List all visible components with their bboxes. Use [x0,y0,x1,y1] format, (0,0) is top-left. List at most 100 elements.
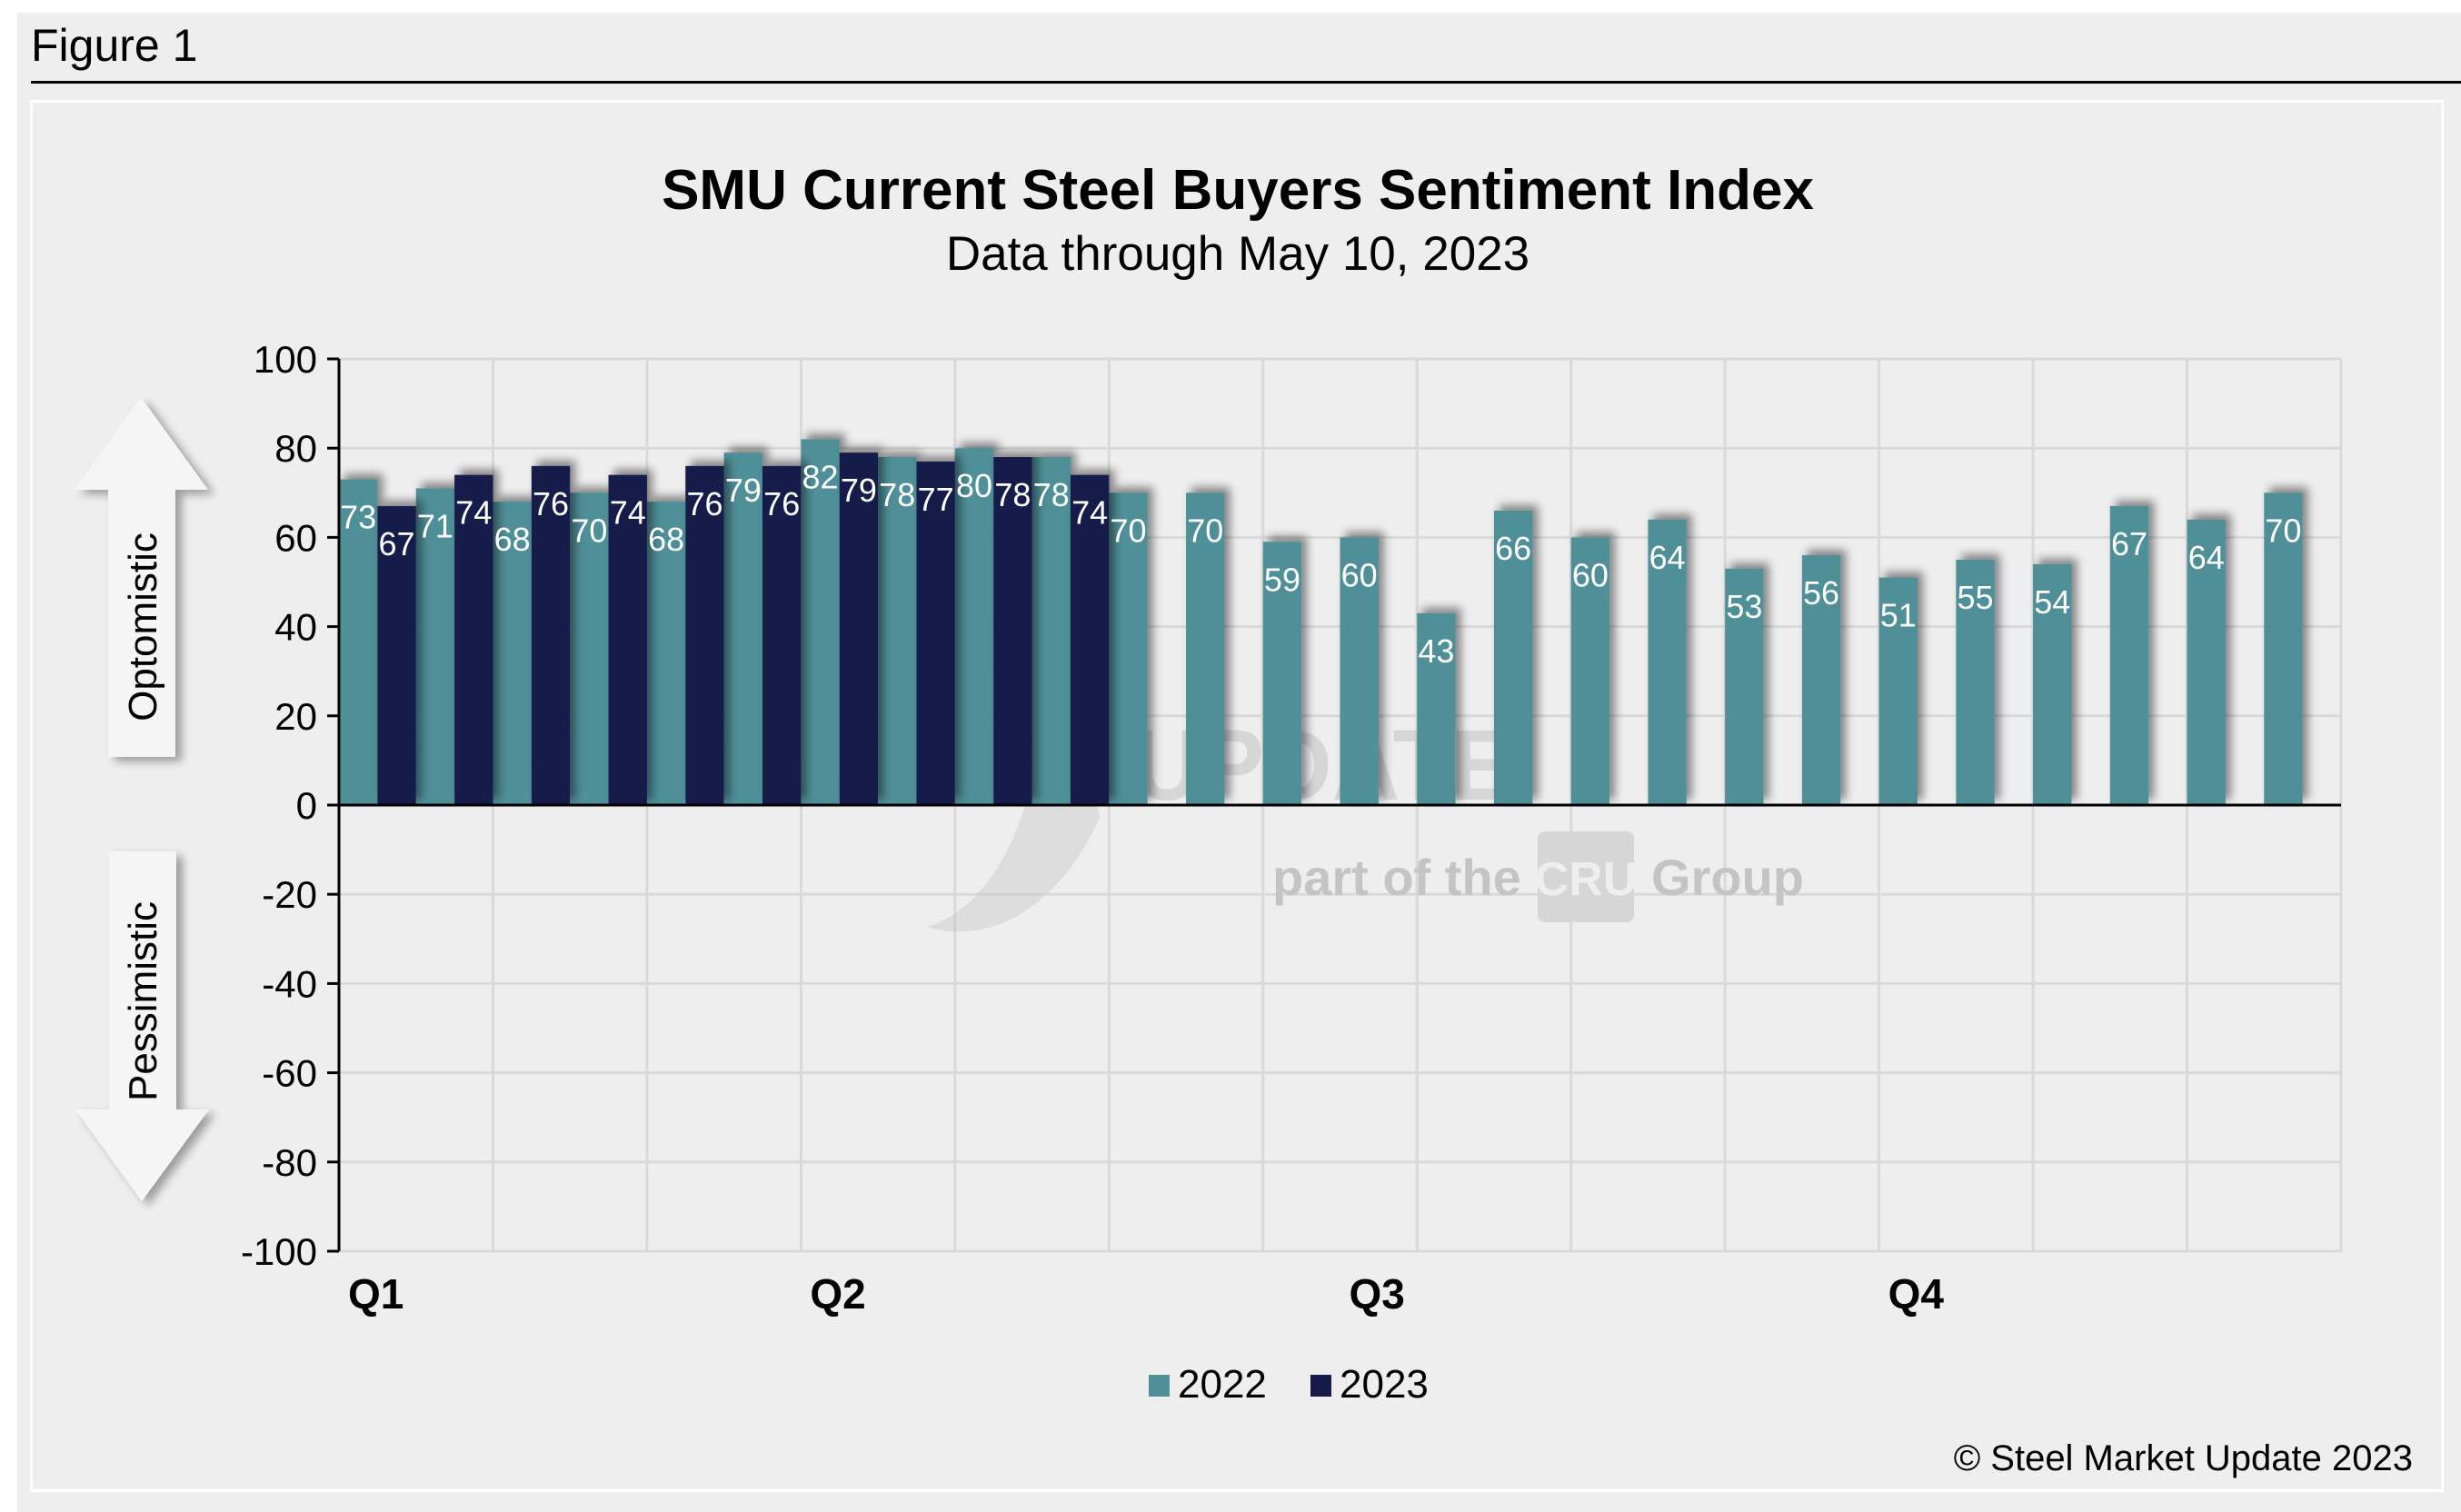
bar-label-2022-17: 60 [1572,556,1609,593]
cru-logo-box [1538,831,1634,922]
y-tick-label: 0 [296,784,317,827]
bar-2023-6 [762,465,802,805]
bar-label-2022-6: 79 [725,472,762,509]
legend: 2022 2023 [1149,1362,1429,1407]
bar-2022-2 [415,488,455,805]
bar-2023-1 [377,506,416,805]
copyright: © Steel Market Update 2023 [1954,1438,2413,1478]
y-tick-label: 40 [274,606,317,649]
optimistic-label: Optomistic [121,532,165,721]
bar-label-2022-19: 53 [1726,588,1762,625]
watermark-tagline-post: Group [1651,849,1804,906]
bar-2022-5 [646,502,686,805]
header-divider [31,81,2461,84]
bar-label-2022-7: 82 [802,458,839,495]
quarter-label-q3: Q3 [1350,1270,1405,1318]
bar-2022-8 [878,457,917,805]
bar-2022-23 [2033,563,2072,805]
bar-label-2022-5: 68 [648,521,684,558]
bar-label-2023-10: 74 [1071,494,1108,532]
y-tick-label: 80 [274,427,317,470]
bar-2022-15 [1417,612,1456,805]
bar-2023-5 [685,465,724,805]
bar-2022-20 [1801,555,1841,805]
bar-label-2023-9: 78 [994,476,1031,513]
bar-label-2022-24: 67 [2111,525,2147,562]
y-tick-label: -80 [262,1141,317,1184]
y-axis-ticks: 100 80 60 40 20 0 -20 -40 -60 -80 -100 [241,338,339,1273]
quarter-label-q2: Q2 [810,1270,865,1318]
bar-label-2022-14: 60 [1341,556,1378,593]
bar-2022-14 [1340,537,1379,805]
figure-label: Figure 1 [31,20,198,71]
chart-title: SMU Current Steel Buyers Sentiment Index [662,159,1814,222]
bar-2022-17 [1570,537,1610,805]
quarter-labels: Q1 Q2 Q3 Q4 [348,1270,1944,1318]
bar-2022-26 [2264,492,2303,805]
bar-2022-4 [570,492,609,805]
quarter-label-q1: Q1 [348,1270,404,1318]
chart-subtitle: Data through May 10, 2023 [946,227,1529,281]
bar-label-2023-5: 76 [686,485,722,522]
bar-label-2022-13: 59 [1264,561,1300,598]
bar-label-2022-15: 43 [1418,632,1454,670]
optimistic-arrow: Optomistic [75,397,208,757]
bar-label-2022-16: 66 [1495,530,1531,567]
bar-2022-12 [1186,492,1225,805]
bar-2022-18 [1648,519,1687,805]
bar-2022-21 [1878,577,1918,805]
bar-label-2022-11: 70 [1110,512,1146,549]
legend-label-2022: 2022 [1178,1362,1267,1407]
bar-label-2022-3: 68 [494,521,531,558]
bar-2023-7 [839,453,879,805]
bar-2023-3 [531,465,571,805]
bar-2022-11 [1109,492,1148,805]
watermark-tagline-pre: part of the [1272,849,1521,906]
y-tick-label: -40 [262,962,317,1005]
bar-label-2022-8: 78 [879,476,915,513]
pessimistic-arrow: Pessimistic [75,851,209,1201]
bar-label-2022-20: 56 [1803,574,1839,612]
quarter-label-q4: Q4 [1888,1270,1945,1318]
bar-2023-9 [993,457,1032,805]
bar-label-2022-26: 70 [2265,512,2301,549]
bar-label-2022-2: 71 [417,507,453,544]
bar-label-2023-1: 67 [379,525,415,562]
bar-2022-13 [1262,542,1302,805]
bars [339,439,2303,805]
bar-2023-8 [916,461,955,805]
bar-label-2023-4: 74 [610,494,646,532]
pessimistic-label: Pessimistic [121,901,165,1101]
bar-label-2022-23: 54 [2034,583,2070,621]
bar-label-2023-7: 79 [841,472,877,509]
bar-label-2022-10: 78 [1033,476,1070,513]
bar-2022-3 [493,502,532,805]
bar-label-2023-2: 74 [455,494,492,532]
bar-label-2022-22: 55 [1958,579,1994,616]
bar-label-2023-6: 76 [763,485,800,522]
legend-swatch-2023 [1310,1375,1331,1397]
bar-label-2022-4: 70 [571,512,607,549]
bar-2022-24 [2109,506,2149,805]
bar-label-2023-8: 77 [918,481,954,518]
bar-2023-4 [608,474,647,805]
bar-label-2022-18: 64 [1649,539,1686,576]
bar-label-2022-9: 80 [956,467,992,504]
bar-2022-6 [723,453,763,805]
bar-2022-1 [339,479,378,805]
y-tick-label: -100 [241,1230,317,1273]
watermark-swoosh-icon [927,599,1100,932]
bar-2022-25 [2187,519,2226,805]
bar-2022-19 [1725,568,1764,805]
bar-2022-7 [801,439,840,805]
bar-label-2022-12: 70 [1187,512,1223,549]
bar-2022-22 [1956,559,1995,805]
watermark-tagline-logo: CRU [1535,853,1638,906]
y-tick-label: 20 [274,695,317,738]
bar-2023-10 [1070,474,1110,805]
bar-label-2023-3: 76 [533,485,569,522]
y-tick-label: 60 [274,516,317,559]
bar-2022-16 [1493,510,1533,805]
